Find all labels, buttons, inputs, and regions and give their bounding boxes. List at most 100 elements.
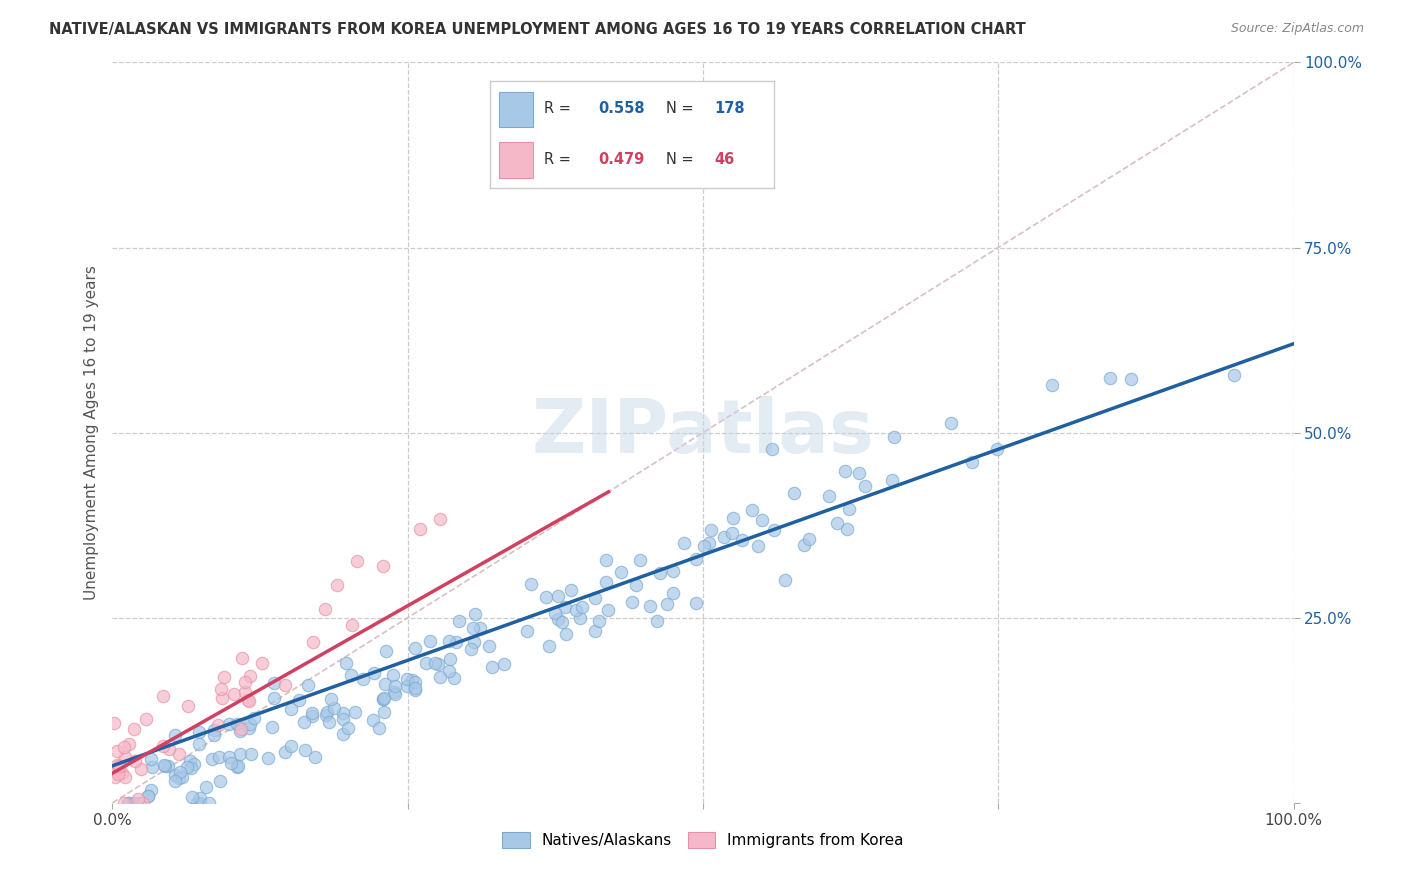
Point [437,664,460,678]
Point [404,674,426,689]
Point [404,640,426,655]
Point [231,650,253,665]
Point [292,714,315,729]
Point [188,737,211,751]
Point [301,635,323,649]
Point [315,706,337,720]
Point [107,767,129,781]
Point [404,681,426,696]
Point [314,601,336,615]
Point [741,503,763,517]
Point [188,796,211,810]
Point [762,523,785,537]
Point [141,752,163,766]
Point [773,573,796,587]
Point [404,683,426,698]
Point [221,756,243,770]
Point [129,762,152,776]
Point [107,759,129,773]
Point [112,739,135,754]
Point [415,657,437,671]
Point [222,687,245,701]
Point [155,759,177,773]
Point [202,729,225,743]
Point [419,634,441,648]
Point [534,590,557,604]
Point [520,577,543,591]
Point [427,657,450,671]
Point [1098,371,1121,385]
Text: ZIPatlas: ZIPatlas [531,396,875,469]
Text: Source: ZipAtlas.com: Source: ZipAtlas.com [1230,22,1364,36]
Point [240,747,263,762]
Point [384,679,406,693]
Point [460,641,482,656]
Point [233,674,256,689]
Point [673,536,696,550]
Point [218,716,240,731]
Point [461,621,484,635]
Point [122,796,145,810]
Point [152,739,174,753]
Point [363,665,385,680]
Point [163,767,186,781]
Point [336,721,359,735]
Point [274,678,297,692]
Point [468,621,491,635]
Point [128,796,150,810]
Point [176,760,198,774]
Point [238,721,260,735]
Point [429,512,451,526]
Point [401,673,423,688]
Point [550,615,572,629]
Point [547,612,569,626]
Point [373,705,395,719]
Point [209,681,232,696]
Point [212,670,235,684]
Point [439,651,461,665]
Point [554,627,576,641]
Point [624,578,647,592]
Point [655,597,678,611]
Point [180,789,202,804]
Point [537,639,560,653]
Point [544,607,567,621]
Point [103,715,125,730]
Point [685,597,707,611]
Text: NATIVE/ALASKAN VS IMMIGRANTS FROM KOREA UNEMPLOYMENT AMONG AGES 16 TO 19 YEARS C: NATIVE/ALASKAN VS IMMIGRANTS FROM KOREA … [49,22,1026,37]
Point [1119,372,1142,386]
Point [250,656,273,670]
Point [731,533,754,548]
Point [152,689,174,703]
Point [443,671,465,685]
Point [481,660,503,674]
Point [478,639,501,653]
Point [114,770,136,784]
Point [138,789,160,804]
Point [834,464,856,478]
Point [239,668,262,682]
Point [112,796,135,810]
Point [384,688,406,702]
Point [238,694,260,708]
Point [179,754,201,768]
Point [882,473,904,487]
Point [141,760,163,774]
Point [662,564,685,578]
Point [516,624,538,638]
Point [183,756,205,771]
Point [229,723,252,738]
Point [371,692,394,706]
Point [180,762,202,776]
Point [169,765,191,780]
Point [167,771,190,785]
Point [235,684,257,698]
Point [838,501,860,516]
Point [304,750,326,764]
Point [280,739,302,753]
Point [188,724,211,739]
Point [202,723,225,737]
Point [547,589,569,603]
Point [211,691,233,706]
Point [423,657,446,671]
